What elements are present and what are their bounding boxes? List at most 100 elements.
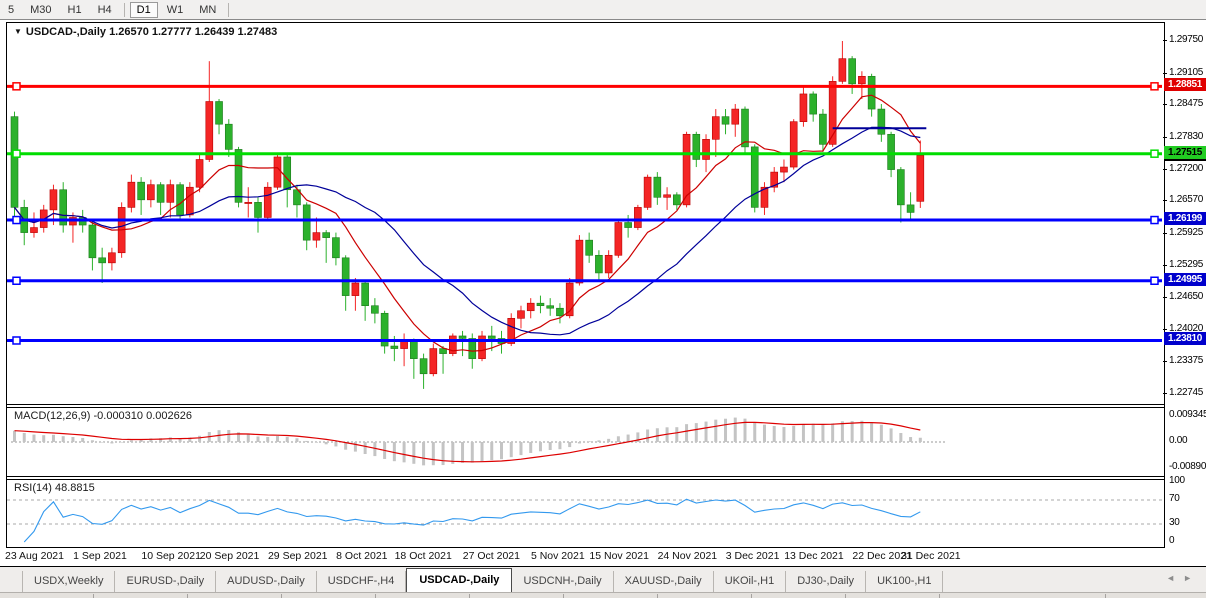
price-axis-tick bbox=[1163, 104, 1167, 106]
macd-histogram-bar bbox=[461, 442, 465, 463]
macd-histogram-bar bbox=[373, 442, 377, 457]
panel-separator[interactable] bbox=[7, 404, 1164, 408]
rsi-canvas[interactable] bbox=[7, 480, 1162, 545]
bear-candle bbox=[224, 123, 233, 150]
macd-histogram-bar bbox=[285, 436, 289, 442]
macd-histogram-bar bbox=[743, 418, 747, 442]
date-label: 15 Nov 2021 bbox=[589, 550, 649, 562]
timeframe-button-w1[interactable]: W1 bbox=[166, 3, 184, 16]
macd-histogram-bar bbox=[792, 425, 796, 442]
macd-histogram-bar bbox=[655, 428, 659, 442]
bull-candle bbox=[127, 181, 136, 208]
timeframe-button-d1[interactable]: D1 bbox=[129, 1, 158, 18]
macd-histogram-bar bbox=[392, 442, 396, 462]
timeframe-button-h4[interactable]: H4 bbox=[97, 3, 112, 16]
hline-handle[interactable] bbox=[12, 336, 21, 345]
hline-handle[interactable] bbox=[1150, 149, 1159, 158]
price-axis-tick bbox=[1163, 40, 1167, 41]
macd-histogram-bar bbox=[519, 442, 523, 456]
macd-histogram-bar bbox=[694, 423, 698, 442]
chart-ohlc-values: 1.26570 1.27777 1.26439 1.27483 bbox=[109, 26, 278, 38]
bear-candle bbox=[410, 340, 418, 359]
chart-tab-eurusd-[interactable]: EURUSD-,Daily bbox=[115, 571, 217, 592]
bear-candle bbox=[906, 204, 915, 213]
macd-values: -0.000310 0.002626 bbox=[93, 410, 192, 422]
bear-candle bbox=[380, 312, 389, 347]
macd-histogram-bar bbox=[714, 419, 718, 442]
tab-scroll-right-icon[interactable]: ► bbox=[1183, 573, 1200, 583]
timeframe-button-mn[interactable]: MN bbox=[199, 3, 217, 16]
bear-candle bbox=[332, 237, 340, 259]
bear-candle bbox=[156, 184, 165, 203]
macd-histogram-bar bbox=[334, 442, 338, 447]
bear-candle bbox=[59, 189, 68, 226]
macd-canvas[interactable] bbox=[7, 408, 1162, 476]
chart-tab-ukoil-[interactable]: UKOil-,H1 bbox=[714, 571, 787, 592]
bull-candle bbox=[828, 81, 837, 145]
macd-axis-label: 0.009345 bbox=[1169, 409, 1206, 420]
macd-histogram-bar bbox=[90, 440, 94, 442]
rsi-axis-label: 0 bbox=[1169, 535, 1175, 546]
bear-candle bbox=[585, 239, 593, 256]
bull-candle bbox=[789, 121, 798, 168]
hline-handle[interactable] bbox=[1150, 82, 1159, 91]
macd-histogram-bar bbox=[490, 442, 494, 461]
hline-handle[interactable] bbox=[1150, 276, 1159, 285]
bear-candle bbox=[88, 224, 97, 259]
price-axis-tick bbox=[1163, 168, 1167, 170]
rsi-line bbox=[23, 498, 921, 543]
chart-tab-usdcnh-[interactable]: USDCNH-,Daily bbox=[512, 571, 614, 592]
chart-tab-dj30-[interactable]: DJ30-,Daily bbox=[786, 571, 867, 592]
price-tick-label: 1.26570 bbox=[1169, 194, 1204, 206]
hline-handle[interactable] bbox=[12, 82, 21, 91]
macd-histogram-bar bbox=[22, 432, 26, 442]
price-tick-label: 1.25925 bbox=[1169, 226, 1204, 238]
chart-tab-usdcad-[interactable]: USDCAD-,Daily bbox=[406, 568, 513, 592]
status-separator bbox=[657, 594, 658, 598]
status-separator bbox=[93, 594, 94, 598]
bear-candle bbox=[653, 176, 662, 198]
macd-histogram-bar bbox=[188, 437, 192, 442]
macd-histogram-bar bbox=[227, 429, 231, 442]
chart-tab-xauusd-[interactable]: XAUUSD-,Daily bbox=[614, 571, 714, 592]
chart-tab-usdchf-[interactable]: USDCHF-,H4 bbox=[317, 571, 407, 592]
bull-candle bbox=[575, 239, 584, 284]
chart-tab-uk100-[interactable]: UK100-,H1 bbox=[866, 571, 944, 592]
panel-separator[interactable] bbox=[7, 476, 1164, 480]
price-tick-label: 1.29750 bbox=[1169, 34, 1204, 45]
bear-candle bbox=[546, 305, 555, 309]
date-label: 1 Sep 2021 bbox=[73, 550, 127, 562]
bear-candle bbox=[692, 133, 701, 160]
macd-histogram-bar bbox=[704, 421, 708, 442]
macd-histogram-bar bbox=[51, 434, 55, 442]
date-label: 23 Aug 2021 bbox=[5, 550, 64, 562]
macd-histogram-bar bbox=[889, 428, 893, 442]
tab-scroll-left-icon[interactable]: ◄ bbox=[1166, 573, 1184, 583]
chart-tab-usdx[interactable]: USDX,Weekly bbox=[22, 571, 116, 592]
main-chart-canvas[interactable] bbox=[7, 23, 1162, 404]
macd-histogram-bar bbox=[480, 442, 484, 462]
hline-handle[interactable] bbox=[12, 276, 21, 285]
dropdown-arrow-icon[interactable]: ▼ bbox=[14, 27, 22, 36]
hline-handle[interactable] bbox=[1150, 215, 1159, 225]
bull-candle bbox=[780, 166, 788, 173]
hline-handle[interactable] bbox=[12, 215, 21, 225]
hline-handle[interactable] bbox=[12, 149, 21, 158]
bull-candle bbox=[186, 186, 194, 216]
chart-tab-audusd-[interactable]: AUDUSD-,Daily bbox=[216, 571, 317, 592]
macd-histogram-bar bbox=[100, 442, 104, 443]
timeframe-button-m30[interactable]: M30 bbox=[30, 3, 52, 16]
macd-axis-label: 0.00 bbox=[1169, 435, 1188, 446]
timeframe-button-5[interactable]: 5 bbox=[8, 3, 15, 16]
bear-candle bbox=[176, 184, 184, 216]
bull-candle bbox=[205, 101, 214, 160]
bear-candle bbox=[721, 116, 730, 125]
bear-candle bbox=[341, 257, 350, 296]
toolbar-separator bbox=[123, 2, 125, 17]
timeframe-button-h1[interactable]: H1 bbox=[67, 3, 82, 16]
bull-candle bbox=[351, 282, 360, 296]
bear-candle bbox=[809, 93, 817, 115]
macd-histogram-bar bbox=[198, 435, 202, 442]
chart-area[interactable]: ▼ USDCAD-,Daily 1.26570 1.27777 1.26439 1… bbox=[6, 22, 1165, 548]
bear-candle bbox=[897, 169, 905, 206]
